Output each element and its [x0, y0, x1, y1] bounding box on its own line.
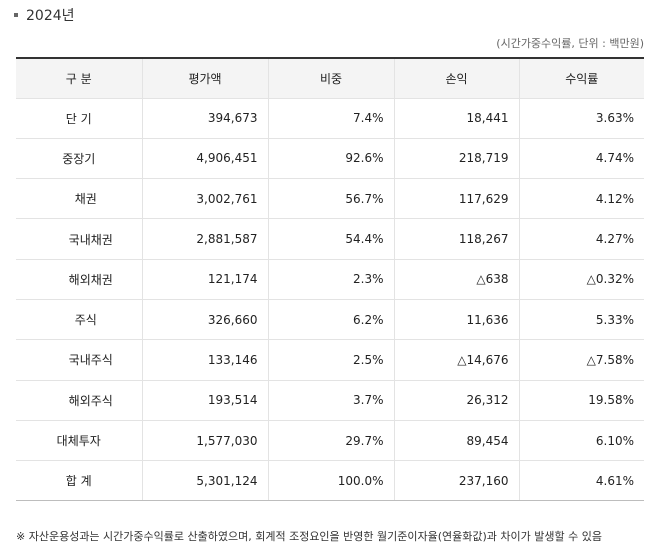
table-row-total: 합 계 5,301,124 100.0% 237,160 4.61% — [16, 460, 644, 502]
table-row: 단 기 394,673 7.4% 18,441 3.63% — [16, 97, 644, 139]
header-category: 구 분 — [16, 57, 143, 99]
row-pnl: △638 — [393, 258, 520, 300]
row-return: 19.58% — [518, 379, 644, 421]
row-category: 국내주식 — [16, 339, 143, 381]
row-return: △0.32% — [518, 258, 644, 300]
row-share: 56.7% — [267, 178, 395, 220]
bullet-icon — [14, 13, 18, 17]
table-header-row: 구 분 평가액 비중 손익 수익률 — [16, 57, 644, 99]
row-value: 394,673 — [141, 97, 269, 139]
row-return: 4.74% — [518, 137, 644, 180]
row-share: 7.4% — [267, 97, 395, 139]
table-row: 해외주식 193,514 3.7% 26,312 19.58% — [16, 379, 644, 421]
row-value: 2,881,587 — [141, 218, 269, 260]
performance-table: 구 분 평가액 비중 손익 수익률 단 기 394,673 7.4% 18,44… — [16, 57, 644, 502]
row-pnl: 89,454 — [393, 419, 520, 462]
row-pnl: 118,267 — [393, 218, 520, 260]
row-category: 주식 — [16, 298, 143, 341]
row-return: 3.63% — [518, 97, 644, 139]
row-pnl: 218,719 — [393, 137, 520, 180]
footnote: ※ 자산운용성과는 시간가중수익률로 산출하였으며, 회계적 조정요인을 반영한… — [16, 530, 602, 543]
row-category: 단 기 — [16, 97, 143, 139]
row-value: 3,002,761 — [141, 178, 269, 220]
table-row: 국내채권 2,881,587 54.4% 118,267 4.27% — [16, 218, 644, 260]
header-value: 평가액 — [141, 57, 269, 99]
table-row: 국내주식 133,146 2.5% △14,676 △7.58% — [16, 339, 644, 381]
section-heading: 2024년 — [14, 5, 75, 25]
row-return: △7.58% — [518, 339, 644, 381]
row-return: 6.10% — [518, 419, 644, 462]
row-value: 133,146 — [141, 339, 269, 381]
row-value: 4,906,451 — [141, 137, 269, 180]
row-pnl: 26,312 — [393, 379, 520, 421]
row-value: 326,660 — [141, 298, 269, 341]
row-category: 대체투자 — [16, 419, 143, 462]
row-pnl: 237,160 — [393, 460, 520, 502]
row-category: 국내채권 — [16, 218, 143, 260]
row-category: 해외주식 — [16, 379, 143, 421]
table-row: 해외채권 121,174 2.3% △638 △0.32% — [16, 258, 644, 300]
unit-note: (시간가중수익률, 단위 : 백만원) — [496, 37, 644, 50]
row-share: 92.6% — [267, 137, 395, 180]
row-pnl: 117,629 — [393, 178, 520, 220]
row-pnl: △14,676 — [393, 339, 520, 381]
header-return: 수익률 — [518, 57, 644, 99]
table-row: 중장기 4,906,451 92.6% 218,719 4.74% — [16, 137, 644, 180]
row-share: 29.7% — [267, 419, 395, 462]
row-value: 5,301,124 — [141, 460, 269, 502]
row-pnl: 11,636 — [393, 298, 520, 341]
row-share: 6.2% — [267, 298, 395, 341]
row-share: 54.4% — [267, 218, 395, 260]
row-category: 해외채권 — [16, 258, 143, 300]
header-share: 비중 — [267, 57, 395, 99]
row-share: 2.3% — [267, 258, 395, 300]
row-value: 193,514 — [141, 379, 269, 421]
table-row: 대체투자 1,577,030 29.7% 89,454 6.10% — [16, 419, 644, 462]
section-title: 2024년 — [26, 8, 75, 24]
row-category: 채권 — [16, 178, 143, 220]
row-category: 중장기 — [16, 137, 143, 180]
row-share: 100.0% — [267, 460, 395, 502]
row-value: 121,174 — [141, 258, 269, 300]
row-return: 4.61% — [518, 460, 644, 502]
row-pnl: 18,441 — [393, 97, 520, 139]
row-category: 합 계 — [16, 460, 143, 502]
table-row: 채권 3,002,761 56.7% 117,629 4.12% — [16, 178, 644, 220]
row-share: 3.7% — [267, 379, 395, 421]
row-return: 5.33% — [518, 298, 644, 341]
row-share: 2.5% — [267, 339, 395, 381]
row-return: 4.27% — [518, 218, 644, 260]
row-return: 4.12% — [518, 178, 644, 220]
header-pnl: 손익 — [393, 57, 520, 99]
row-value: 1,577,030 — [141, 419, 269, 462]
table-row: 주식 326,660 6.2% 11,636 5.33% — [16, 298, 644, 341]
